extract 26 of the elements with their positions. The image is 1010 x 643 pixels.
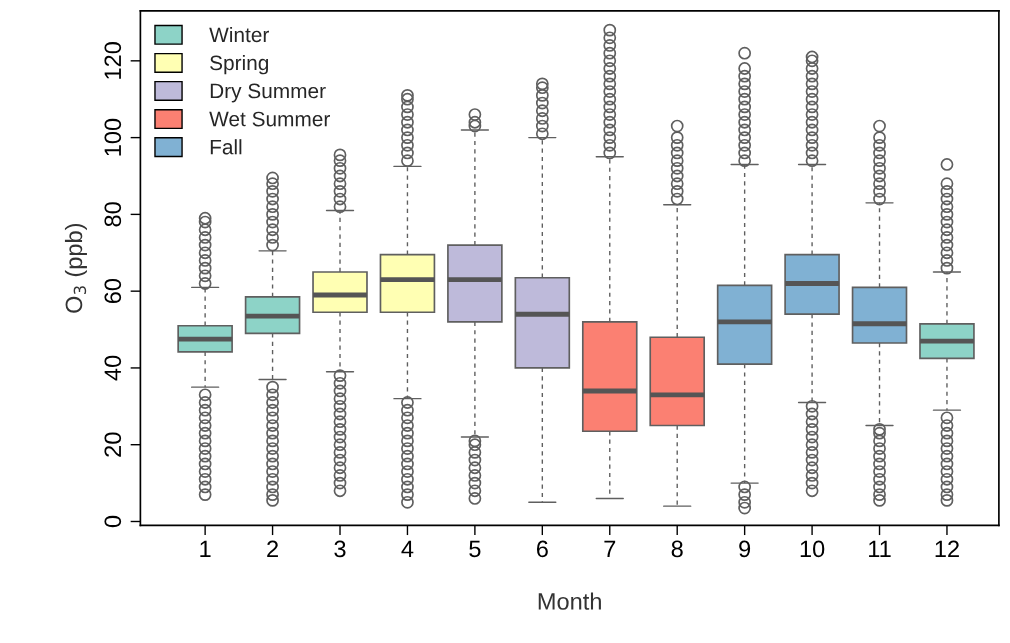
- x-tick-label: 6: [536, 540, 548, 558]
- y-tick-label: 20: [104, 432, 122, 457]
- y-tick-label: 60: [104, 278, 122, 304]
- legend-label: Winter: [209, 26, 269, 43]
- legend-label: Spring: [210, 54, 269, 75]
- y-axis-title: O$_{3}$ (ppb): [64, 223, 87, 313]
- y-tick-label: 0: [104, 515, 122, 528]
- legend-label: Dry Summer: [210, 83, 326, 103]
- x-tick-label: 7: [604, 540, 616, 558]
- y-tick-label: 100: [104, 118, 122, 156]
- x-axis-title: Month: [538, 592, 601, 610]
- x-tick-label: 2: [267, 540, 278, 558]
- x-tick-label: 8: [671, 540, 683, 558]
- x-tick-label: 11: [869, 540, 891, 558]
- x-tick-label: 4: [401, 540, 414, 558]
- legend-label: Fall: [210, 139, 242, 155]
- x-tick-label: 3: [334, 540, 346, 558]
- x-tick-label: 9: [739, 540, 751, 558]
- x-tick-label: 12: [935, 540, 959, 558]
- y-tick-label: 40: [104, 355, 122, 381]
- legend-label: Wet Summer: [209, 111, 330, 127]
- x-tick-label: 10: [800, 540, 825, 558]
- x-tick-label: 1: [200, 540, 211, 558]
- y-tick-label: 80: [104, 202, 122, 227]
- x-tick-label: 5: [469, 540, 481, 558]
- y-tick-label: 120: [104, 42, 122, 79]
